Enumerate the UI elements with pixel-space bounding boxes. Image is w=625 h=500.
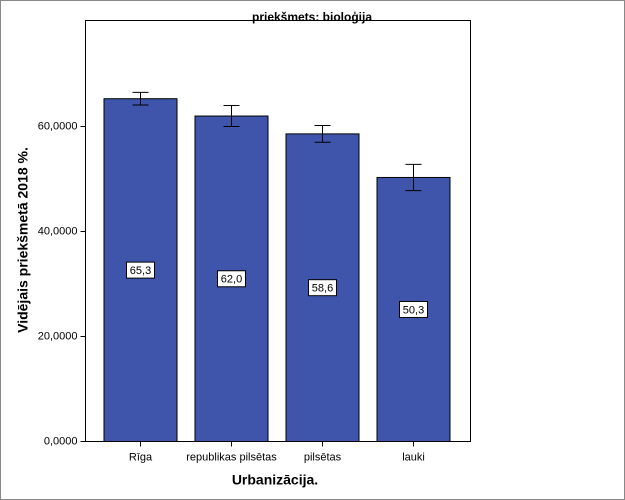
error-bar	[223, 105, 240, 128]
error-bar	[405, 163, 422, 192]
error-bar	[132, 91, 149, 106]
y-tick-label: 0,0000	[44, 435, 78, 447]
x-tick-label: pilsētas	[304, 451, 342, 463]
value-label-box	[399, 300, 428, 318]
x-axis-label: Urbanizācija.	[232, 472, 318, 488]
value-label: 65,3	[130, 265, 151, 277]
y-tick-label: 40,0000	[38, 225, 78, 237]
y-tick-label: 20,0000	[38, 330, 78, 342]
value-label: 58,6	[312, 283, 333, 295]
value-label-box	[217, 270, 246, 288]
x-tick-label: lauki	[402, 451, 425, 463]
value-label-box	[308, 279, 337, 297]
value-label-box	[126, 261, 155, 279]
value-label: 62,0	[221, 274, 242, 286]
x-tick-label: Rīga	[129, 451, 153, 463]
x-tick-label: republikas pilsētas	[186, 451, 277, 463]
y-axis-label: Vidējais priekšmetā 2018 %.	[15, 147, 31, 333]
y-tick-label: 60,0000	[38, 120, 78, 132]
error-bar	[314, 124, 331, 143]
value-label: 50,3	[403, 304, 424, 316]
chart-title: priekšmets: bioloģija	[252, 10, 372, 24]
